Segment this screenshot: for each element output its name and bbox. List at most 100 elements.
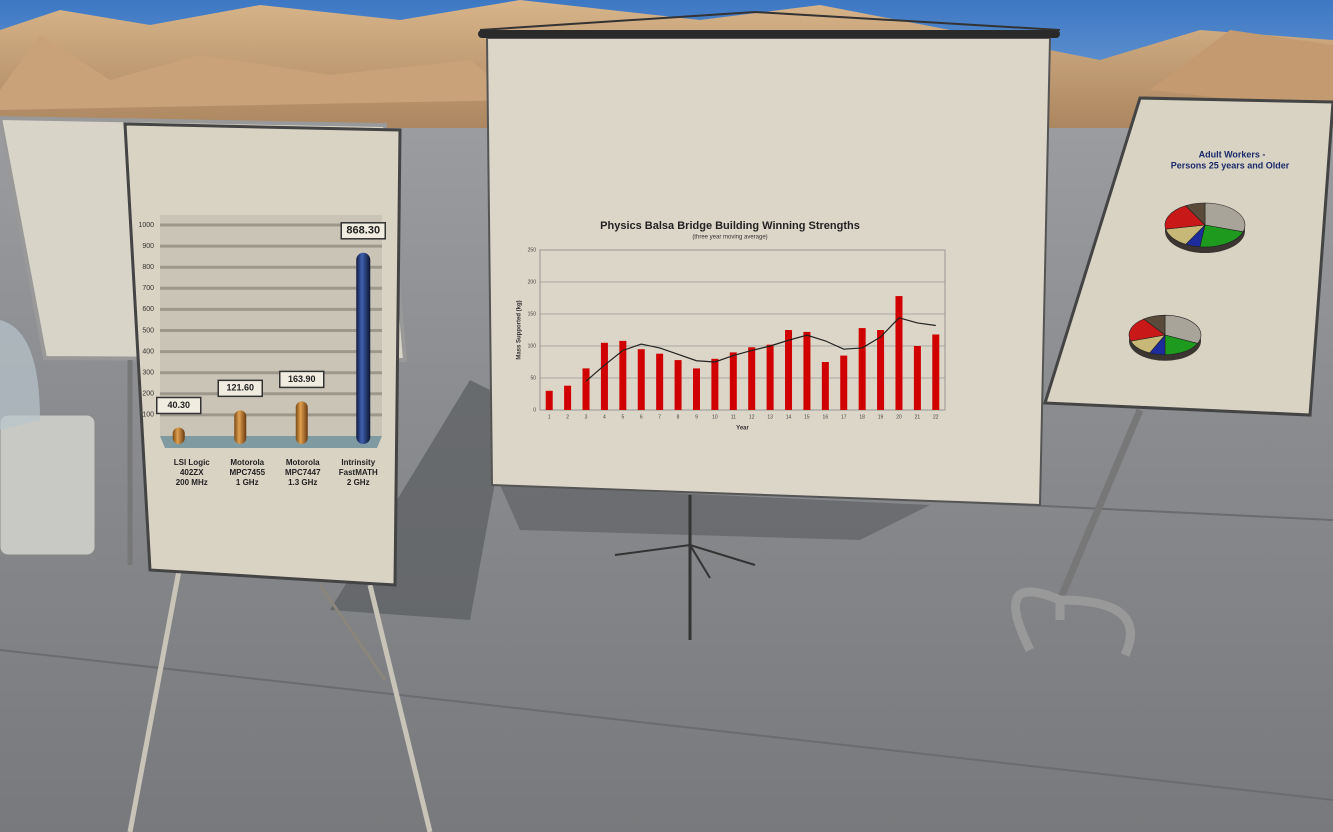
bar [637, 349, 645, 410]
bar [932, 334, 940, 410]
chart-subtitle: (three year moving average) [692, 235, 767, 241]
bar [674, 360, 682, 410]
screen-bar [478, 30, 1060, 38]
x-tick-label: FastMATH [339, 468, 378, 477]
pie-slice [1204, 202, 1246, 233]
y-tick-label: 700 [142, 285, 154, 292]
y-tick-label: 200 [528, 279, 537, 285]
bar [545, 390, 553, 410]
value-label: 868.30 [346, 225, 380, 237]
y-axis-label: Mass Supported (kg) [517, 300, 523, 359]
floor [160, 436, 382, 448]
bar [785, 330, 793, 410]
pie-title: Adult Workers - [1199, 149, 1266, 159]
x-tick-label: 3 [585, 414, 588, 420]
x-tick-label: 20 [896, 414, 902, 420]
bar [234, 410, 247, 444]
value-label: 163.90 [288, 374, 316, 384]
ground-seam [0, 649, 1333, 801]
y-tick-label: 150 [528, 311, 537, 317]
bar [877, 330, 885, 410]
y-tick-label: 900 [142, 243, 154, 250]
stand-base [1011, 587, 1135, 657]
shadow [500, 485, 930, 540]
easel-leg [127, 564, 183, 832]
bar [711, 358, 719, 410]
pie-slice [1128, 318, 1166, 342]
y-tick-label: 0 [533, 407, 536, 413]
x-tick-label: 2 [566, 414, 569, 420]
right-chart: Adult Workers - Persons 25 years and Old… [1128, 149, 1290, 361]
line [585, 317, 936, 382]
pie-slice [1164, 334, 1199, 356]
x-tick-label: Motorola [286, 458, 320, 467]
x-tick-label: 1.3 GHz [288, 478, 317, 487]
bar [582, 368, 590, 410]
bar [172, 427, 185, 444]
x-tick-label: Motorola [230, 458, 264, 467]
value-label-box [340, 222, 386, 240]
y-tick-label: 600 [142, 306, 154, 313]
y-tick-label: 800 [142, 264, 154, 271]
x-tick-label: 15 [804, 414, 810, 420]
pie-subtitle: Persons 25 years and Older [1171, 160, 1290, 170]
x-tick-label: MPC7455 [229, 468, 265, 477]
x-tick-label: 5 [621, 414, 624, 420]
x-tick-label: Intrinsity [341, 458, 375, 467]
x-tick-label: 19 [878, 414, 884, 420]
y-tick-label: 300 [142, 370, 154, 377]
x-tick-label: 14 [786, 414, 792, 420]
x-tick-label: 4 [603, 414, 606, 420]
bar [766, 344, 774, 410]
y-tick-label: 400 [142, 348, 154, 355]
left-chart: 100 200 300 400 500 600 700 800 900 1000 40.30 LSI … [138, 215, 386, 487]
x-tick-label: 11 [731, 414, 736, 420]
center-screen [485, 37, 1052, 507]
right-board [1042, 96, 1333, 417]
pie-slice [1185, 202, 1206, 226]
easel-leg [318, 584, 387, 681]
x-tick-label: 6 [640, 414, 643, 420]
screen-wire [479, 10, 1061, 31]
bar [692, 368, 700, 410]
x-tick-label: 17 [841, 414, 847, 420]
bar [858, 328, 866, 410]
x-tick-label: 10 [712, 414, 718, 420]
easel-leg [367, 584, 433, 832]
bar [600, 342, 608, 410]
value-label: 40.30 [167, 400, 190, 410]
pie-slice [1199, 224, 1244, 248]
bar [295, 401, 308, 444]
value-label-box [217, 379, 263, 398]
x-tick-label: 200 MHz [176, 478, 208, 487]
value-label-box [156, 396, 202, 415]
x-tick-label: 9 [695, 414, 698, 420]
dune [1150, 30, 1333, 110]
x-axis-label: Year [736, 426, 749, 432]
bar [748, 347, 756, 410]
bar [840, 355, 848, 410]
bar [656, 353, 664, 410]
value-label-box [279, 370, 325, 389]
x-tick-label: 12 [749, 414, 755, 420]
bar [356, 252, 371, 444]
x-tick-label: 13 [767, 414, 773, 420]
stand-pole [1056, 408, 1144, 602]
bar [895, 296, 903, 410]
x-tick-label: 8 [677, 414, 680, 420]
x-tick-label: 18 [859, 414, 865, 420]
bar [619, 340, 627, 410]
x-tick-label: 16 [823, 414, 829, 420]
bar [821, 362, 829, 410]
x-tick-label: MPC7447 [285, 468, 321, 477]
y-tick-label: 1000 [138, 222, 154, 229]
y-tick-label: 250 [528, 247, 537, 253]
water-bottle [0, 320, 40, 430]
y-tick-label: 500 [142, 327, 154, 334]
bar [913, 346, 921, 410]
x-tick-label: 22 [933, 414, 939, 420]
y-tick-label: 100 [528, 343, 537, 349]
x-tick-label: 21 [915, 414, 921, 420]
